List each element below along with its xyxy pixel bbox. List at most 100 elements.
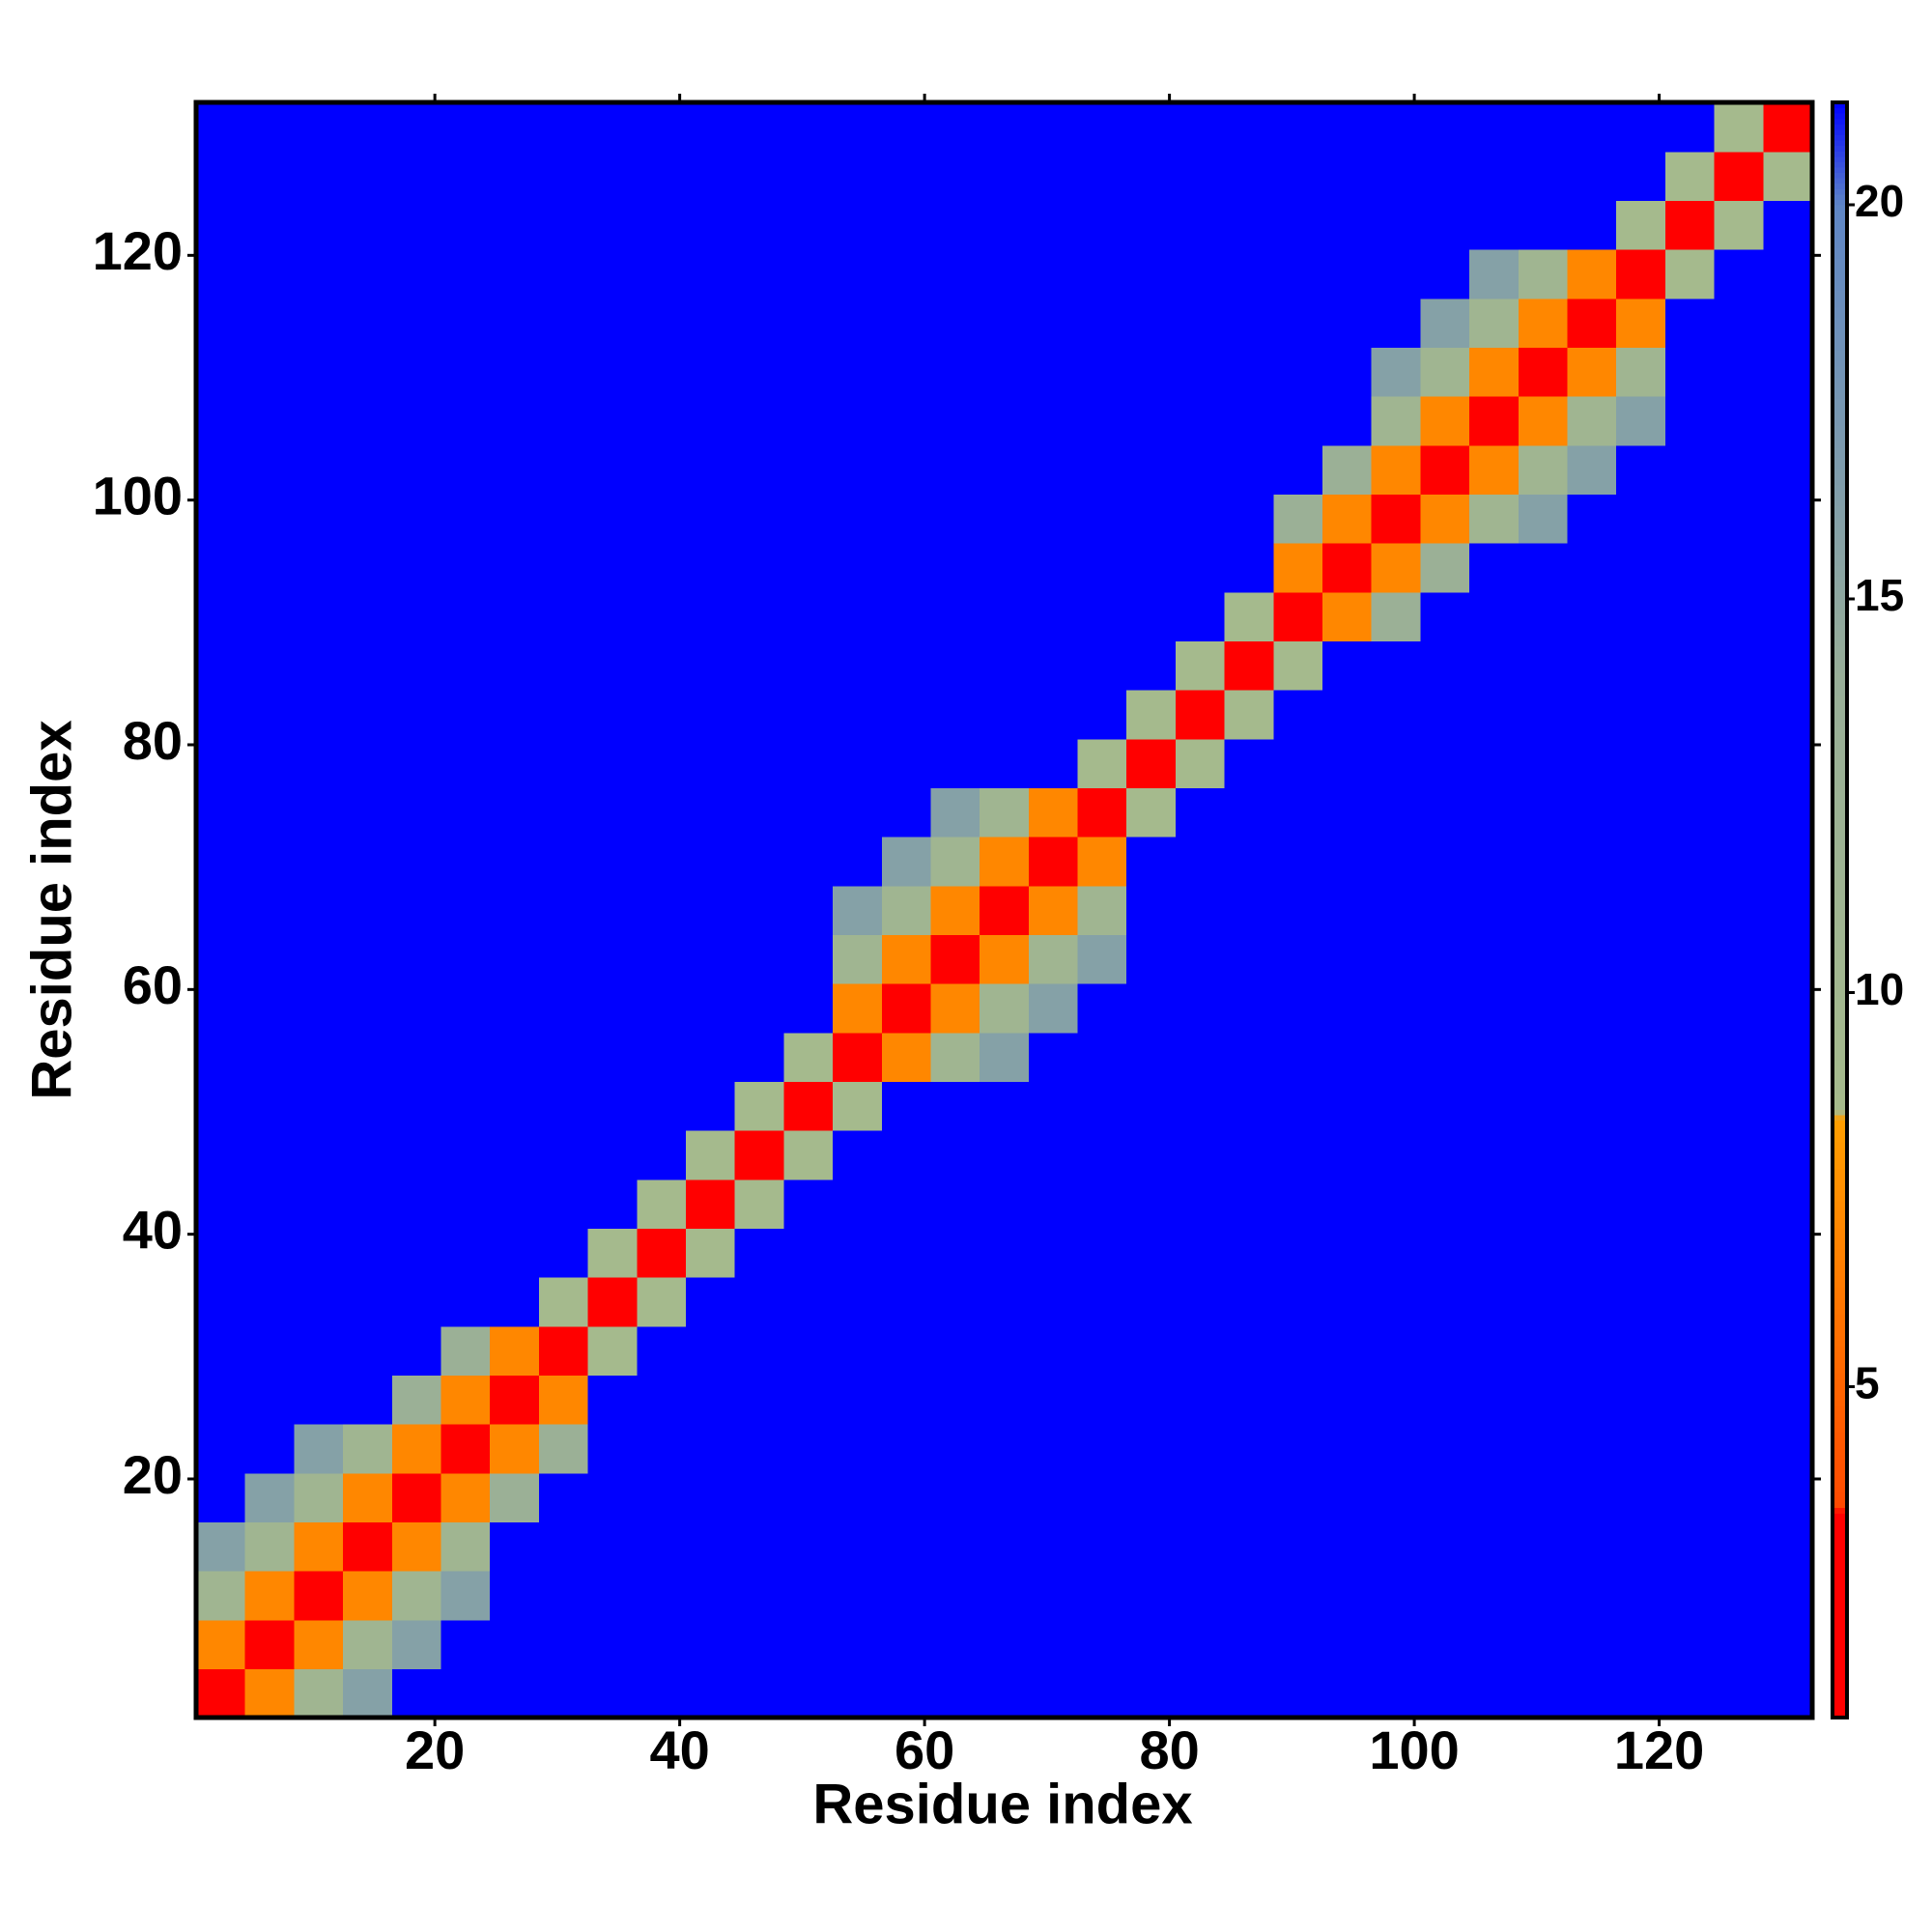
heatmap-cell xyxy=(1616,1130,1666,1180)
heatmap-cell xyxy=(1763,1228,1813,1278)
heatmap-cell xyxy=(490,1424,540,1474)
colorbar-step xyxy=(1833,1464,1847,1471)
heatmap-cell xyxy=(1714,591,1764,641)
heatmap-cell xyxy=(1322,640,1373,691)
colorbar-step xyxy=(1833,791,1847,798)
heatmap-cell xyxy=(1224,1228,1274,1278)
heatmap-cell xyxy=(1518,396,1569,446)
heatmap-cell xyxy=(1518,1277,1569,1327)
colorbar-step xyxy=(1833,333,1847,340)
heatmap-cell xyxy=(244,1472,295,1522)
heatmap-cell xyxy=(1567,151,1617,201)
heatmap-cell xyxy=(391,983,442,1034)
colorbar-step xyxy=(1833,867,1847,873)
heatmap-cell xyxy=(1567,1032,1617,1082)
colorbar-step xyxy=(1833,1055,1847,1062)
heatmap-cell xyxy=(1616,1472,1666,1522)
y-tick-label: 80 xyxy=(123,710,183,771)
heatmap-cell xyxy=(1518,102,1569,153)
heatmap-cell xyxy=(1322,347,1373,397)
heatmap-cell xyxy=(1469,837,1520,887)
heatmap-cell xyxy=(1616,444,1666,495)
heatmap-cell xyxy=(1763,885,1813,935)
colorbar-step xyxy=(1833,226,1847,233)
heatmap-cell xyxy=(196,591,246,641)
heatmap-cell xyxy=(343,738,393,788)
heatmap-cell xyxy=(1714,1228,1764,1278)
colorbar-step xyxy=(1833,328,1847,335)
heatmap-cell xyxy=(1273,249,1323,299)
heatmap-cell xyxy=(1567,837,1617,887)
colorbar-step xyxy=(1833,672,1847,679)
colorbar-step xyxy=(1833,1335,1847,1342)
heatmap-cell xyxy=(490,934,540,984)
heatmap-cell xyxy=(1077,690,1127,740)
colorbar-step xyxy=(1833,1507,1847,1514)
heatmap-cell xyxy=(391,1424,442,1474)
heatmap-cell xyxy=(1175,885,1226,935)
heatmap-cell xyxy=(1224,983,1274,1034)
colorbar-step xyxy=(1833,1486,1847,1492)
colorbar-step xyxy=(1833,689,1847,696)
heatmap-cell xyxy=(1224,200,1274,250)
heatmap-cell xyxy=(1518,640,1569,691)
heatmap-cell xyxy=(1273,1424,1323,1474)
colorbar-step xyxy=(1833,463,1847,469)
heatmap-cell xyxy=(294,1228,344,1278)
heatmap-cell xyxy=(294,1375,344,1425)
heatmap-cell xyxy=(1077,640,1127,691)
heatmap-cell xyxy=(1322,494,1373,544)
heatmap-cell xyxy=(294,1179,344,1229)
heatmap-cell xyxy=(343,1424,393,1474)
colorbar-step xyxy=(1833,1469,1847,1476)
colorbar-step xyxy=(1833,1496,1847,1503)
heatmap-cell xyxy=(1175,738,1226,788)
colorbar-step xyxy=(1833,166,1847,174)
heatmap-cell xyxy=(440,347,491,397)
heatmap-cell xyxy=(881,298,932,348)
heatmap-cell xyxy=(1273,983,1323,1034)
heatmap-cell xyxy=(1028,1179,1079,1229)
heatmap-cell xyxy=(685,494,736,544)
heatmap-cell xyxy=(196,347,246,397)
heatmap-cell xyxy=(881,1228,932,1278)
heatmap-cell xyxy=(637,1325,687,1376)
heatmap-cell xyxy=(1469,102,1520,153)
heatmap-cell xyxy=(1371,885,1422,935)
heatmap-cell xyxy=(734,837,784,887)
heatmap-cell xyxy=(196,1571,246,1621)
colorbar-step xyxy=(1833,1324,1847,1331)
heatmap-cell xyxy=(343,1130,393,1180)
heatmap-cell xyxy=(1714,885,1764,935)
heatmap-cell xyxy=(1077,1032,1127,1082)
heatmap-cell xyxy=(833,1668,883,1719)
colorbar-step xyxy=(1833,1367,1847,1374)
heatmap-cell xyxy=(685,591,736,641)
heatmap-cell xyxy=(1567,200,1617,250)
heatmap-cell xyxy=(833,1325,883,1376)
heatmap-cell xyxy=(685,1325,736,1376)
heatmap-cell xyxy=(637,983,687,1034)
colorbar-frame xyxy=(1831,100,1849,1719)
colorbar-step xyxy=(1833,1674,1847,1681)
heatmap-cell xyxy=(881,200,932,250)
heatmap-cell xyxy=(1518,1179,1569,1229)
heatmap-cell xyxy=(1664,885,1716,935)
heatmap-cell xyxy=(538,1325,589,1376)
heatmap-cell xyxy=(587,494,638,544)
heatmap-cell xyxy=(343,543,393,593)
heatmap-cell xyxy=(1371,1472,1422,1522)
heatmap-cell xyxy=(833,1375,883,1425)
heatmap-cell xyxy=(1763,1472,1813,1522)
colorbar-step xyxy=(1833,1712,1847,1719)
heatmap-cell xyxy=(1714,1375,1764,1425)
colorbar-step xyxy=(1833,549,1847,555)
colorbar-step xyxy=(1833,1415,1847,1423)
heatmap-cell xyxy=(1126,1032,1177,1082)
heatmap-cell xyxy=(244,1424,295,1474)
heatmap-cell xyxy=(1224,494,1274,544)
heatmap-cell xyxy=(1322,983,1373,1034)
colorbar-step xyxy=(1833,1023,1847,1030)
colorbar-step xyxy=(1833,1297,1847,1304)
heatmap-cell xyxy=(196,1424,246,1474)
